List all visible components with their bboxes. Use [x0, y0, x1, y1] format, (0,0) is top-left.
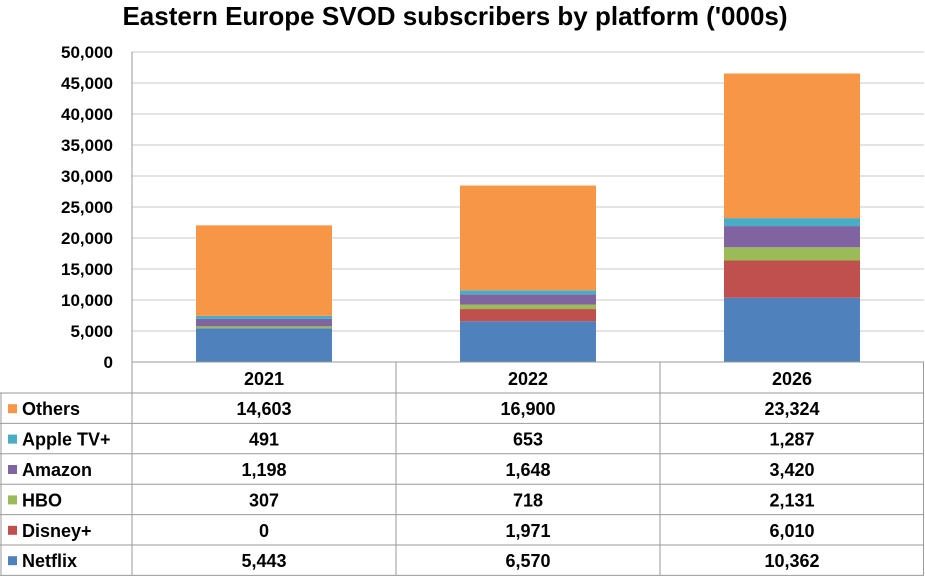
data-label-hbo: 307: [249, 490, 279, 510]
bar-segment-apple-tv--2021: [196, 315, 332, 319]
data-label-netflix: 5,443: [241, 551, 286, 571]
data-label-apple-tv: 1,287: [769, 430, 814, 450]
bar-segment-hbo-2026: [724, 247, 860, 261]
bar-segment-others-2026: [724, 73, 860, 219]
x-category-label: 2022: [508, 369, 548, 389]
data-label-amazon: 3,420: [769, 460, 814, 480]
bar-segment-disney--2026: [724, 260, 860, 298]
bar-segment-others-2022: [460, 185, 596, 291]
y-tick-label: 10,000: [61, 291, 113, 310]
bars: [196, 73, 860, 362]
legend-key-hbo: [8, 495, 17, 505]
y-tick-label: 40,000: [61, 105, 113, 124]
bar-segment-netflix-2021: [196, 328, 332, 362]
y-tick-label: 5,000: [70, 322, 113, 341]
legend-label-netflix: Netflix: [22, 551, 77, 571]
chart-title: Eastern Europe SVOD subscribers by platf…: [122, 1, 787, 31]
legend-label-hbo: HBO: [22, 490, 62, 510]
bar-segment-apple-tv--2026: [724, 218, 860, 227]
data-label-netflix: 6,570: [505, 551, 550, 571]
data-label-others: 16,900: [500, 399, 555, 419]
x-category-label: 2021: [244, 369, 284, 389]
y-tick-label: 20,000: [61, 229, 113, 248]
legend-key-others: [8, 404, 17, 414]
y-tick-label: 15,000: [61, 260, 113, 279]
data-table: 2021 2022 2026 Others 14,603 16,900 23,324 Appl…: [0, 362, 924, 576]
data-label-disney: 0: [259, 521, 269, 541]
bar-segment-hbo-2021: [196, 326, 332, 329]
bar-segment-amazon-2022: [460, 294, 596, 305]
data-label-disney: 1,971: [505, 521, 550, 541]
bar-segment-hbo-2022: [460, 304, 596, 310]
legend-label-amazon: Amazon: [22, 460, 92, 480]
data-label-others: 14,603: [236, 399, 291, 419]
data-label-amazon: 1,648: [505, 460, 550, 480]
bar-segment-netflix-2022: [460, 321, 596, 362]
bar-segment-amazon-2021: [196, 318, 332, 327]
legend-key-amazon: [8, 465, 17, 474]
y-tick-label: 30,000: [61, 167, 113, 186]
legend-label-others: Others: [22, 399, 80, 419]
legend-key-disney: [8, 525, 17, 535]
data-label-apple-tv: 491: [249, 430, 279, 450]
data-label-apple-tv: 653: [513, 430, 543, 450]
y-tick-label: 25,000: [61, 198, 113, 217]
data-label-hbo: 718: [513, 490, 543, 510]
y-axis: 0 5,000 10,000 15,000 20,000 25,000 30,000 35,0…: [61, 43, 924, 372]
data-label-netflix: 10,362: [764, 551, 819, 571]
x-category-label: 2026: [772, 369, 812, 389]
bar-segment-netflix-2026: [724, 297, 860, 362]
legend-label-apple-tv: Apple TV+: [22, 430, 111, 450]
y-tick-label: 50,000: [61, 43, 113, 62]
y-tick-label: 0: [104, 353, 113, 372]
data-label-hbo: 2,131: [769, 490, 814, 510]
legend-key-apple-tv: [8, 434, 17, 444]
bar-segment-disney--2022: [460, 309, 596, 322]
y-tick-label: 35,000: [61, 136, 113, 155]
data-label-others: 23,324: [764, 399, 819, 419]
bar-segment-apple-tv--2022: [460, 290, 596, 295]
y-tick-label: 45,000: [61, 74, 113, 93]
bar-segment-amazon-2026: [724, 226, 860, 248]
data-label-disney: 6,010: [769, 521, 814, 541]
bar-segment-others-2021: [196, 225, 332, 316]
legend-key-netflix: [8, 556, 17, 566]
data-label-amazon: 1,198: [241, 460, 286, 480]
legend-label-disney: Disney+: [22, 521, 92, 541]
